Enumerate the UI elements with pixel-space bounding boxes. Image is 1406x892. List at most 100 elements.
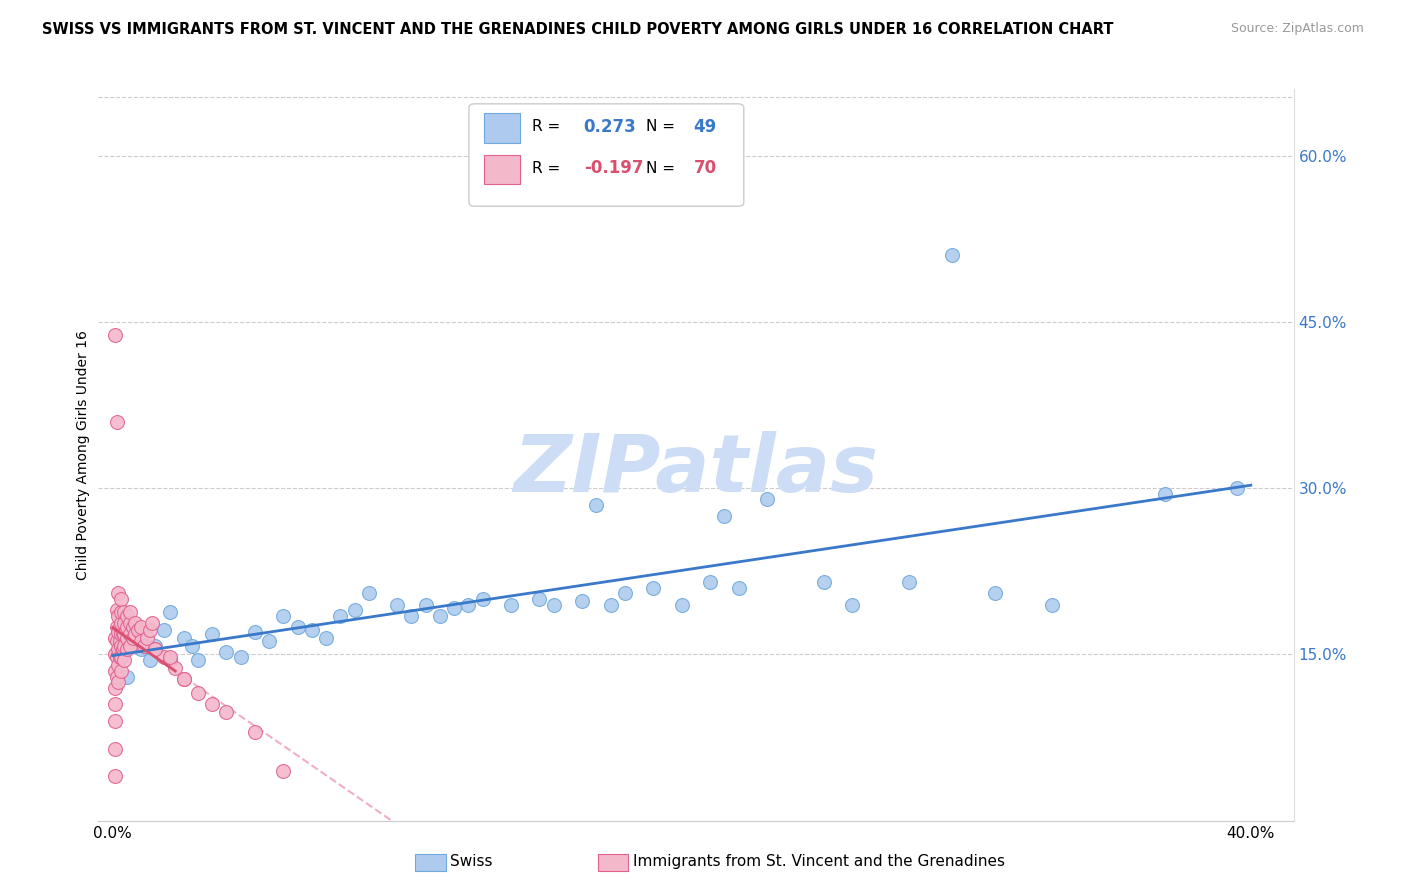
Point: [643, 581, 665, 595]
Point: [1040, 598, 1063, 612]
Point: [215, 705, 238, 719]
Point: [187, 653, 209, 667]
Point: [159, 605, 181, 619]
Point: [112, 653, 135, 667]
Point: [357, 586, 380, 600]
Point: [132, 639, 155, 653]
Point: [429, 608, 451, 623]
Point: [110, 592, 132, 607]
Point: [457, 598, 479, 612]
Point: [107, 658, 129, 673]
Text: ZIPatlas: ZIPatlas: [513, 431, 879, 508]
Point: [138, 623, 160, 637]
Point: [107, 625, 129, 640]
Text: N =: N =: [645, 161, 679, 176]
Point: [841, 598, 863, 612]
Point: [529, 592, 551, 607]
Point: [110, 649, 132, 664]
Point: [215, 645, 238, 659]
Point: [127, 623, 149, 637]
Point: [104, 769, 127, 783]
Point: [1154, 486, 1177, 500]
Point: [143, 639, 166, 653]
Point: [713, 508, 735, 523]
Point: [599, 598, 621, 612]
Point: [385, 598, 409, 612]
Y-axis label: Child Poverty Among Girls Under 16: Child Poverty Among Girls Under 16: [76, 330, 90, 580]
Point: [115, 641, 138, 656]
Point: [124, 616, 146, 631]
Point: [315, 631, 337, 645]
Point: [201, 627, 224, 641]
Point: [181, 639, 204, 653]
Point: [129, 641, 152, 656]
Point: [107, 675, 129, 690]
Point: [301, 623, 323, 637]
Point: [112, 627, 135, 641]
Point: [111, 641, 134, 656]
Point: [287, 620, 309, 634]
Point: [124, 627, 146, 641]
Text: Immigrants from St. Vincent and the Grenadines: Immigrants from St. Vincent and the Gren…: [633, 855, 1005, 869]
Text: Swiss: Swiss: [450, 855, 492, 869]
Point: [121, 620, 143, 634]
Point: [699, 575, 721, 590]
Point: [118, 627, 141, 641]
FancyBboxPatch shape: [485, 155, 520, 185]
Point: [135, 631, 157, 645]
FancyBboxPatch shape: [470, 103, 744, 206]
Point: [201, 698, 224, 712]
Point: [110, 639, 132, 653]
Point: [984, 586, 1007, 600]
Point: [165, 661, 187, 675]
Point: [153, 649, 176, 664]
Point: [129, 634, 152, 648]
Point: [107, 586, 129, 600]
Point: [329, 608, 352, 623]
Point: [108, 634, 131, 648]
Point: [443, 600, 465, 615]
Point: [1226, 481, 1249, 495]
Point: [104, 648, 127, 662]
Point: [112, 605, 135, 619]
Point: [108, 620, 131, 634]
Text: -0.197: -0.197: [583, 159, 643, 178]
Point: [273, 608, 295, 623]
FancyBboxPatch shape: [485, 113, 520, 143]
Point: [105, 415, 128, 429]
Point: [107, 608, 129, 623]
Point: [159, 649, 181, 664]
Point: [107, 641, 129, 656]
Point: [115, 620, 138, 634]
Point: [343, 603, 366, 617]
Point: [112, 616, 135, 631]
Point: [941, 248, 963, 262]
Point: [118, 639, 141, 653]
Point: [115, 669, 138, 683]
Point: [499, 598, 522, 612]
Point: [243, 725, 266, 739]
Point: [105, 649, 128, 664]
Point: [118, 605, 141, 619]
Point: [585, 498, 607, 512]
Point: [141, 616, 163, 631]
Point: [671, 598, 693, 612]
Point: [104, 681, 127, 695]
Point: [471, 592, 494, 607]
Point: [273, 764, 295, 778]
Point: [115, 608, 138, 623]
Point: [613, 586, 636, 600]
Point: [111, 627, 134, 641]
Point: [415, 598, 437, 612]
Text: SWISS VS IMMIGRANTS FROM ST. VINCENT AND THE GRENADINES CHILD POVERTY AMONG GIRL: SWISS VS IMMIGRANTS FROM ST. VINCENT AND…: [42, 22, 1114, 37]
Point: [104, 631, 127, 645]
Point: [143, 641, 166, 656]
Point: [159, 653, 181, 667]
Point: [173, 672, 195, 686]
Point: [110, 616, 132, 631]
Point: [243, 625, 266, 640]
Point: [153, 623, 176, 637]
Point: [727, 581, 749, 595]
Point: [229, 649, 252, 664]
Text: R =: R =: [533, 119, 565, 134]
